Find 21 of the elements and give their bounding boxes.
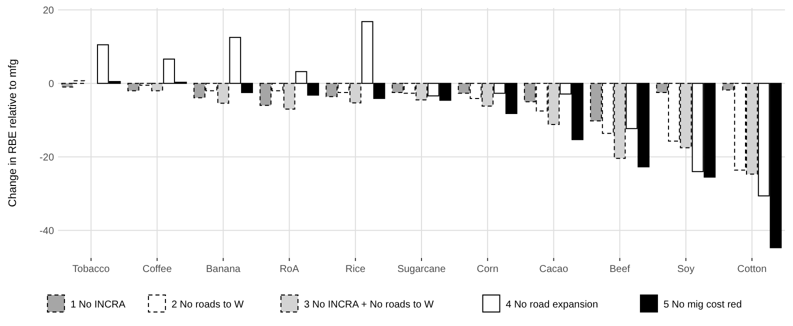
- y-axis-title: Change in RBE relative to mfg: [7, 59, 19, 207]
- x-tick-label: Banana: [206, 264, 241, 275]
- legend-label: 3 No INCRA + No roads to W: [304, 300, 434, 310]
- x-tick-label: Cotton: [737, 264, 767, 275]
- legend-label: 1 No INCRA: [70, 300, 126, 310]
- legend-label: 5 No mig cost red: [663, 300, 742, 310]
- y-tick-label: 20: [42, 5, 54, 16]
- y-tick-label: -40: [40, 226, 54, 237]
- y-tick-label: 0: [48, 78, 54, 90]
- x-tick-label: Tobacco: [72, 264, 110, 275]
- x-tick-label: Corn: [476, 264, 498, 275]
- legend-label: 2 No roads to W: [171, 300, 244, 310]
- x-tick-label: Beef: [609, 264, 630, 275]
- x-tick-label: RoA: [280, 264, 300, 275]
- x-tick-label: Coffee: [142, 264, 172, 275]
- x-tick-label: Sugarcane: [397, 264, 446, 275]
- legend-label: 4 No road expansion: [506, 300, 598, 310]
- x-tick-label: Soy: [677, 264, 694, 275]
- x-tick-label: Cacao: [539, 264, 569, 275]
- y-tick-label: -20: [40, 152, 54, 164]
- x-tick-label: Rice: [345, 264, 366, 275]
